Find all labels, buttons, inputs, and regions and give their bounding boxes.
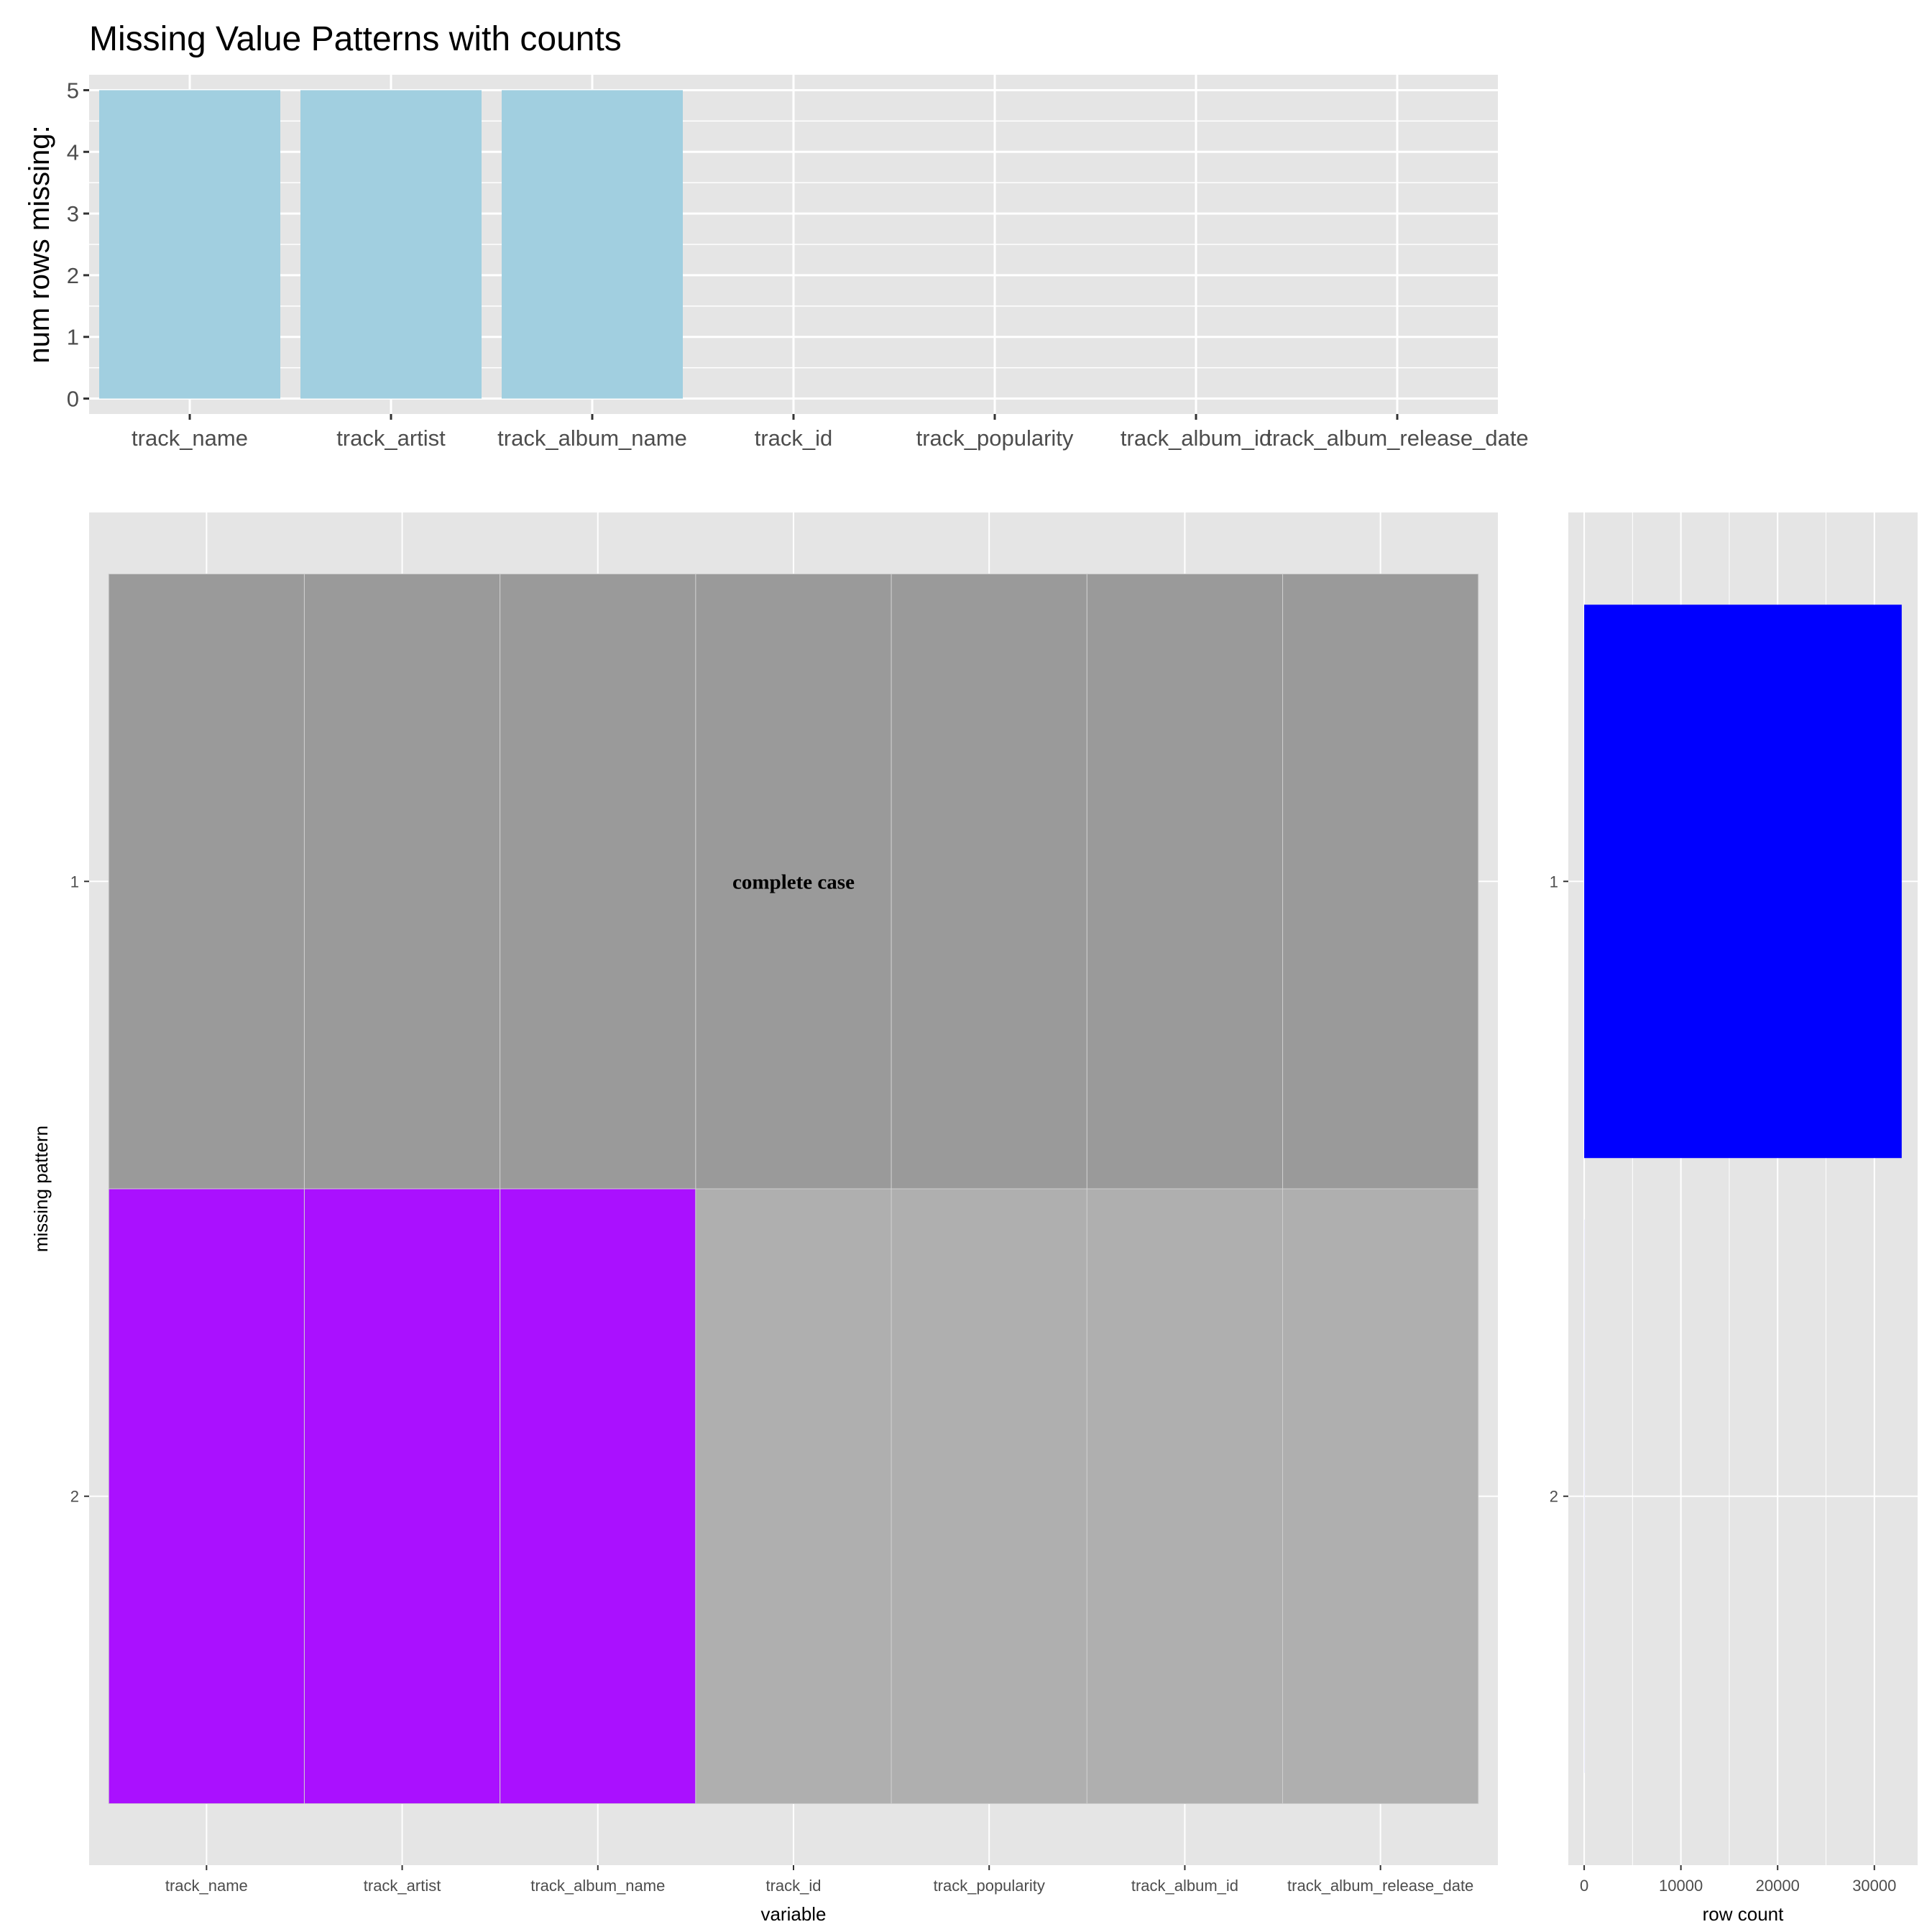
top-y-tick-label: 2 <box>67 263 79 288</box>
top-y-axis-label: num rows missing: <box>24 125 55 363</box>
heatmap-tile-2-track-album-id <box>1086 1188 1284 1804</box>
main-x-axis: track_name track_artist track_album_name tr… <box>165 1865 1473 1895</box>
missing-pattern-heatmap: complete case 12 track_name track_artist t… <box>30 512 1498 1925</box>
main-x-axis-label: variable <box>760 1903 826 1925</box>
complete-case-annotation: complete case <box>732 870 855 893</box>
heatmap-tile-2-track-album-name <box>500 1188 696 1804</box>
top-x-tick-label-track-artist: track_artist <box>336 426 446 451</box>
heatmap-tile-1-track-name <box>108 574 305 1190</box>
right-y-tick-label: 1 <box>1550 873 1558 891</box>
right-x-tick-label: 20000 <box>1756 1877 1800 1895</box>
right-x-tick-label: 30000 <box>1852 1877 1896 1895</box>
top-y-tick-label: 3 <box>67 201 79 226</box>
top-x-tick-label-track-album-release-date: track_album_release_date <box>1266 426 1528 451</box>
main-y-axis: 12 <box>70 873 89 1506</box>
main-x-tick-label-track-album-name: track_album_name <box>530 1877 665 1895</box>
right-y-axis: 12 <box>1550 873 1568 1506</box>
main-x-tick-label-track-id: track_id <box>765 1877 821 1895</box>
right-x-axis: 0 10000 20000 30000 <box>1580 1865 1896 1895</box>
heatmap-tile-1-track-album-name <box>500 574 696 1190</box>
main-x-tick-label-track-name: track_name <box>165 1877 248 1895</box>
main-y-tick-label: 1 <box>70 873 79 891</box>
top-bar-track-name <box>99 90 280 399</box>
top-y-tick-label: 5 <box>67 78 79 103</box>
right-bar-pattern-1 <box>1584 604 1902 1159</box>
top-x-axis: track_name track_artist track_album_name tr… <box>132 414 1529 451</box>
right-x-tick-label: 0 <box>1580 1877 1588 1895</box>
top-bar-track-artist <box>300 90 482 399</box>
top-bar-chart: Missing Value Patterns with counts 0 1 2 3 4… <box>24 20 1529 451</box>
heatmap-tile-2-track-artist <box>303 1188 501 1804</box>
main-y-axis-label: missing pattern <box>30 1126 52 1252</box>
top-x-tick-label-track-album-name: track_album_name <box>497 426 687 451</box>
chart-title: Missing Value Patterns with counts <box>89 20 622 58</box>
main-x-tick-label-track-artist: track_artist <box>364 1877 441 1895</box>
top-y-tick-label: 1 <box>67 325 79 350</box>
main-y-tick-label: 2 <box>70 1488 79 1506</box>
main-x-tick-label-track-album-release-date: track_album_release_date <box>1287 1877 1473 1895</box>
top-bar-track-album-name <box>502 90 683 399</box>
main-x-tick-label-track-album-id: track_album_id <box>1131 1877 1238 1895</box>
main-x-tick-label-track-popularity: track_popularity <box>934 1877 1045 1895</box>
heatmap-tile-2-track-id <box>695 1188 892 1804</box>
heatmap-tile-2-track-name <box>108 1188 305 1804</box>
heatmap-tile-1-track-id <box>695 574 892 1190</box>
top-bars <box>99 90 1488 399</box>
right-x-axis-label: row count <box>1703 1903 1784 1925</box>
top-y-axis: 0 1 2 3 4 5 <box>67 78 89 412</box>
heatmap-tile-1-track-artist <box>303 574 501 1190</box>
heatmap-tiles <box>108 574 1479 1804</box>
top-y-tick-label: 0 <box>67 387 79 412</box>
top-x-tick-label-track-name: track_name <box>132 426 248 451</box>
heatmap-tile-1-track-popularity <box>891 574 1087 1190</box>
top-x-tick-label-track-album-id: track_album_id <box>1121 426 1271 451</box>
row-count-bar-chart: 12 0 10000 20000 30000 row count <box>1550 512 1918 1925</box>
right-y-tick-label: 2 <box>1550 1488 1558 1506</box>
heatmap-tile-2-track-popularity <box>891 1188 1087 1804</box>
right-bars <box>1584 604 1902 1773</box>
top-x-tick-label-track-popularity: track_popularity <box>916 426 1074 451</box>
top-y-tick-label: 4 <box>67 139 79 165</box>
heatmap-tile-2-track-album-release-date <box>1282 1188 1479 1804</box>
heatmap-tile-1-track-album-release-date <box>1282 574 1479 1190</box>
heatmap-tile-1-track-album-id <box>1086 574 1284 1190</box>
top-x-tick-label-track-id: track_id <box>755 426 833 451</box>
right-x-tick-label: 10000 <box>1659 1877 1703 1895</box>
